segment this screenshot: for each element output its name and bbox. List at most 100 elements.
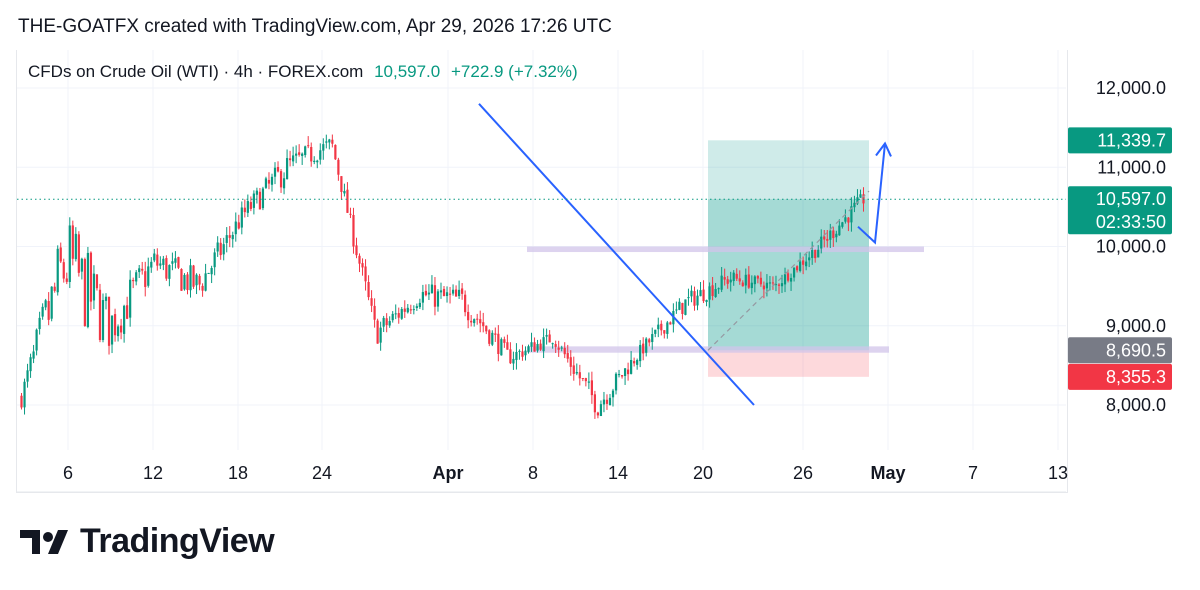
candle-body <box>379 327 382 343</box>
candle-body <box>104 296 108 301</box>
candle <box>86 246 90 329</box>
candle <box>654 329 657 338</box>
candle-body <box>38 317 41 330</box>
candle-body <box>551 343 554 345</box>
candle-body <box>476 318 479 320</box>
candle-body <box>454 289 458 297</box>
candle <box>699 281 702 297</box>
candle <box>569 350 572 376</box>
candle-body <box>189 265 192 291</box>
candle-body <box>560 347 563 349</box>
candle <box>159 256 162 270</box>
candle-body <box>23 381 26 408</box>
candle <box>406 304 409 314</box>
countdown-label: 02:33:50 <box>1096 212 1166 232</box>
candle-body <box>623 368 627 377</box>
candle <box>602 391 606 413</box>
candle-body <box>448 293 452 295</box>
candle <box>132 277 135 289</box>
brand-name: TradingView <box>80 522 275 560</box>
price-tag-label: 8,355.3 <box>1106 367 1166 387</box>
candle-body <box>536 344 539 351</box>
candle-body <box>26 370 29 382</box>
candle <box>26 363 29 388</box>
candle-body <box>572 365 575 374</box>
candle <box>684 299 687 316</box>
candle <box>388 316 391 328</box>
candle <box>554 340 557 354</box>
x-tick-label: 14 <box>608 463 628 483</box>
candle <box>95 274 99 291</box>
candle <box>639 340 642 368</box>
candle-body <box>403 308 406 312</box>
candle-body <box>554 344 557 347</box>
candle <box>439 282 443 299</box>
candle <box>207 272 210 275</box>
candle-body <box>648 339 651 343</box>
candle-body <box>823 236 826 240</box>
candle <box>771 276 775 290</box>
candle <box>829 223 832 248</box>
candle <box>651 327 654 350</box>
candle <box>310 142 313 167</box>
candle-body <box>361 263 364 268</box>
candle-body <box>267 179 271 184</box>
candle <box>596 411 600 419</box>
candle-body <box>264 178 268 188</box>
candle <box>756 274 759 284</box>
candle-body <box>451 289 455 294</box>
candle-body <box>617 374 621 376</box>
candle-body <box>741 282 744 287</box>
candle-body <box>789 277 793 282</box>
candle-body <box>204 273 207 291</box>
candle-body <box>394 313 397 315</box>
candle-body <box>110 315 114 345</box>
candle-body <box>614 373 618 391</box>
price-tag-label: 8,690.5 <box>1106 340 1166 360</box>
candle <box>448 286 452 304</box>
x-tick-label: 20 <box>693 463 713 483</box>
candle-body <box>666 322 669 334</box>
candle <box>301 152 304 165</box>
forecast-arrow-head <box>875 141 892 157</box>
candle-body <box>132 279 135 282</box>
axes-layer: 8,000.0 9,000.0 10,000.0 11,000.0 12,000.0 6 1… <box>17 78 1172 493</box>
candle-body <box>376 320 379 344</box>
candle <box>744 268 747 294</box>
candle <box>663 330 666 339</box>
x-tick-label: 7 <box>968 463 978 483</box>
candle-body <box>611 390 615 398</box>
candle-body <box>240 207 243 228</box>
candle <box>267 172 271 190</box>
candle-body <box>569 357 572 367</box>
candle-body <box>777 284 781 286</box>
candle-body <box>651 334 654 343</box>
candle-body <box>699 290 702 297</box>
drawings-layer <box>17 103 1066 406</box>
price-chart[interactable]: 8,000.0 9,000.0 10,000.0 11,000.0 12,000.0 6 1… <box>0 0 1200 500</box>
target-zone <box>708 140 869 351</box>
candle-body <box>135 272 138 282</box>
x-tick-label: 26 <box>793 463 813 483</box>
candle <box>343 183 346 197</box>
y-tick-label: 9,000.0 <box>1106 316 1166 336</box>
candle-body <box>310 147 313 162</box>
candle-body <box>222 244 225 255</box>
candle-body <box>216 242 219 252</box>
candle-body <box>436 291 440 307</box>
candle <box>614 372 618 395</box>
candle <box>735 268 738 281</box>
candle <box>581 377 584 382</box>
candle <box>738 270 741 285</box>
candle <box>316 159 319 169</box>
candle <box>799 252 802 273</box>
candle <box>183 273 186 291</box>
candle <box>285 149 289 180</box>
x-tick-label: 12 <box>143 463 163 483</box>
candle-body <box>636 360 639 365</box>
candle <box>261 186 265 211</box>
candle <box>41 303 44 320</box>
candle-body <box>847 217 850 223</box>
candle-body <box>442 288 446 297</box>
price-tag-bg <box>1068 127 1172 154</box>
